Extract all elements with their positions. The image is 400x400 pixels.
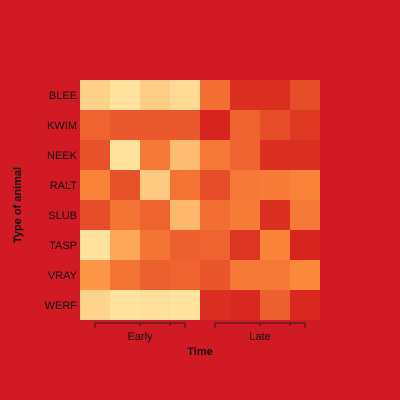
- heatmap-cell-kwim-2: [110, 110, 140, 140]
- y-tick-label-slub: SLUB: [48, 210, 77, 222]
- heatmap-cell-kwim-6: [230, 110, 260, 140]
- heatmap-cell-tasp-4: [170, 230, 200, 260]
- heatmap-cell-kwim-1: [80, 110, 110, 140]
- heatmap-cell-neek-5: [200, 140, 230, 170]
- heatmap-cell-slub-6: [230, 200, 260, 230]
- heatmap-cell-slub-3: [140, 200, 170, 230]
- heatmap-cell-blee-4: [170, 80, 200, 110]
- heatmap-cell-slub-1: [80, 200, 110, 230]
- heatmap-cell-tasp-5: [200, 230, 230, 260]
- heatmap-cell-blee-5: [200, 80, 230, 110]
- heatmap-cell-tasp-7: [260, 230, 290, 260]
- heatmap-cell-vray-2: [110, 260, 140, 290]
- heatmap-cell-werf-4: [170, 290, 200, 320]
- heatmap-cell-blee-1: [80, 80, 110, 110]
- heatmap-cell-neek-7: [260, 140, 290, 170]
- heatmap-cell-ralt-7: [260, 170, 290, 200]
- heatmap-cell-blee-2: [110, 80, 140, 110]
- heatmap-cell-kwim-8: [290, 110, 320, 140]
- heatmap-cell-neek-4: [170, 140, 200, 170]
- x-group-label-early: Early: [127, 331, 153, 343]
- heatmap-cell-blee-6: [230, 80, 260, 110]
- heatmap-cell-tasp-2: [110, 230, 140, 260]
- heatmap-cell-vray-7: [260, 260, 290, 290]
- heatmap-cell-werf-2: [110, 290, 140, 320]
- heatmap-cell-ralt-6: [230, 170, 260, 200]
- heatmap-cell-kwim-4: [170, 110, 200, 140]
- heatmap-cell-slub-8: [290, 200, 320, 230]
- heatmap-cell-neek-6: [230, 140, 260, 170]
- heatmap-cell-werf-1: [80, 290, 110, 320]
- heatmap-cell-vray-8: [290, 260, 320, 290]
- y-tick-label-tasp: TASP: [49, 240, 77, 252]
- y-tick-label-vray: VRAY: [48, 270, 78, 282]
- heatmap-cell-ralt-5: [200, 170, 230, 200]
- y-tick-label-werf: WERF: [45, 300, 78, 312]
- y-tick-label-blee: BLEE: [49, 90, 77, 102]
- x-axis-title: Time: [187, 346, 212, 358]
- heatmap-cell-slub-2: [110, 200, 140, 230]
- y-tick-labels: BLEE KWIM NEEK RALT SLUB TASP VRAY WERF: [45, 90, 78, 312]
- heatmap-cells: [80, 80, 320, 320]
- heatmap-cell-neek-2: [110, 140, 140, 170]
- heatmap-cell-slub-4: [170, 200, 200, 230]
- heatmap-cell-vray-4: [170, 260, 200, 290]
- heatmap-cell-slub-7: [260, 200, 290, 230]
- y-tick-label-kwim: KWIM: [47, 120, 77, 132]
- heatmap-cell-werf-3: [140, 290, 170, 320]
- heatmap-cell-ralt-3: [140, 170, 170, 200]
- heatmap-cell-slub-5: [200, 200, 230, 230]
- y-axis-title: Type of animal: [12, 167, 24, 243]
- heatmap-cell-ralt-1: [80, 170, 110, 200]
- heatmap-cell-blee-7: [260, 80, 290, 110]
- heatmap-cell-neek-1: [80, 140, 110, 170]
- heatmap-cell-tasp-6: [230, 230, 260, 260]
- heatmap-cell-blee-3: [140, 80, 170, 110]
- heatmap-cell-kwim-3: [140, 110, 170, 140]
- heatmap-cell-werf-6: [230, 290, 260, 320]
- heatmap-cell-vray-1: [80, 260, 110, 290]
- heatmap-cell-blee-8: [290, 80, 320, 110]
- heatmap-cell-ralt-4: [170, 170, 200, 200]
- heatmap-cell-tasp-1: [80, 230, 110, 260]
- heatmap-cell-kwim-7: [260, 110, 290, 140]
- heatmap-cell-werf-7: [260, 290, 290, 320]
- x-column-groups: Early Late: [94, 322, 306, 343]
- heatmap-cell-vray-6: [230, 260, 260, 290]
- heatmap-cell-werf-8: [290, 290, 320, 320]
- heatmap-cell-neek-8: [290, 140, 320, 170]
- heatmap-cell-tasp-3: [140, 230, 170, 260]
- heatmap-cell-ralt-8: [290, 170, 320, 200]
- heatmap-cell-vray-3: [140, 260, 170, 290]
- x-group-label-late: Late: [249, 331, 270, 343]
- heatmap-cell-werf-5: [200, 290, 230, 320]
- y-tick-label-ralt: RALT: [50, 180, 78, 192]
- heatmap-cell-vray-5: [200, 260, 230, 290]
- y-tick-label-neek: NEEK: [47, 150, 78, 162]
- heatmap-cell-ralt-2: [110, 170, 140, 200]
- heatmap-cell-kwim-5: [200, 110, 230, 140]
- heatmap-cell-tasp-8: [290, 230, 320, 260]
- heatmap-cell-neek-3: [140, 140, 170, 170]
